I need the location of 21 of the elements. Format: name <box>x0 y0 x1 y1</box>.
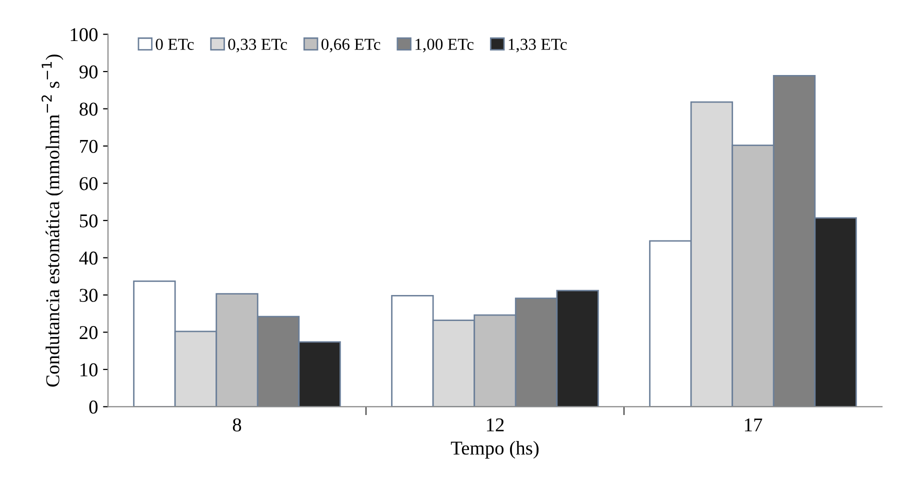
y-axis-title: Condutancia estomática (mmolmm$^{−2}$ s$^{−1}$) <box>42 54 64 387</box>
y-tick-label: 80 <box>80 102 98 116</box>
y-tick-label: 40 <box>79 252 98 265</box>
y-tick-label: 0 <box>89 400 98 414</box>
y-tick-label: 20 <box>80 326 98 340</box>
legend-label: 0,66 ETc <box>321 38 380 52</box>
legend-label: 1,00 ETc <box>416 38 474 52</box>
x-axis-title: Tempo (hs) <box>450 441 539 459</box>
x-tick-label: 17 <box>744 418 762 432</box>
y-tick-label: 30 <box>80 288 98 302</box>
legend-label: 0 ETc <box>156 38 194 50</box>
y-tick-label: 70 <box>80 140 98 153</box>
x-tick-label: 12 <box>486 418 504 432</box>
legend-label: 1,33 ETc <box>508 38 567 52</box>
x-tick-label: 8 <box>232 418 242 432</box>
y-tick-label: 100 <box>70 28 98 42</box>
legend-label: 0,33 ETc <box>228 38 287 52</box>
y-tick-label: 60 <box>80 177 98 190</box>
y-tick-label: 50 <box>80 214 98 228</box>
y-tick-label: 90 <box>79 65 98 78</box>
y-tick-label: 10 <box>80 363 98 376</box>
